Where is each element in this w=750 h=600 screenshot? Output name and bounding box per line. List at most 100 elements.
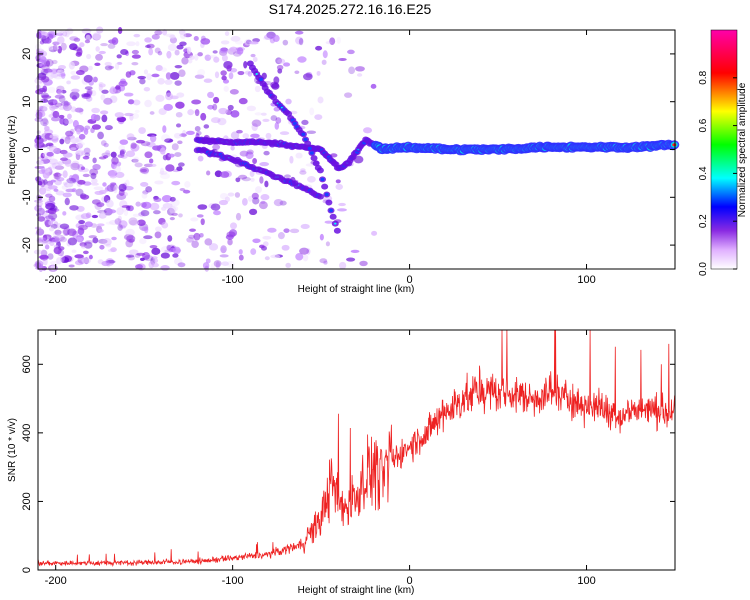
spectrogram-noise-blob	[230, 131, 240, 140]
spectrogram-noise-blob	[260, 200, 266, 205]
spectrogram-noise-blob	[70, 75, 81, 80]
spectrogram-noise-blob	[61, 185, 68, 190]
spectrogram-noise-blob	[140, 168, 148, 173]
spectrogram-noise-blob	[181, 56, 189, 65]
spectrogram-noise-blob	[60, 256, 70, 264]
spectrogram-noise-blob	[120, 48, 129, 55]
spectrogram-noise-blob	[59, 138, 65, 145]
spectrogram-noise-blob	[77, 179, 86, 185]
spectrogram-noise-blob	[161, 206, 167, 211]
spectrogram-noise-blob	[244, 39, 252, 46]
spectrogram-noise-blob	[294, 30, 304, 35]
spectrogram-noise-blob	[39, 55, 46, 60]
spectrogram-noise-blob	[295, 36, 304, 45]
spectrogram-track-mark	[316, 167, 324, 174]
spectrogram-noise-blob	[213, 56, 220, 63]
spectrogram-noise-blob	[200, 218, 205, 226]
spectrogram-noise-blob	[272, 34, 280, 43]
spectrogram-noise-blob	[250, 177, 255, 182]
spectrogram-noise-blob	[136, 139, 146, 144]
spectrogram-noise-blob	[84, 39, 91, 44]
spectrogram-noise-blob	[259, 244, 265, 249]
spectrogram-noise-blob	[104, 61, 112, 67]
spectrogram-noise-blob	[86, 53, 92, 60]
spectrogram-noise-blob	[111, 156, 119, 165]
spectrogram-noise-blob	[129, 219, 139, 227]
spectrogram-noise-blob	[103, 142, 109, 148]
snr-x-ticks: -200 -100 0 100	[45, 330, 596, 587]
spectrogram-noise-blob	[56, 85, 65, 93]
spectrogram-noise-blob	[64, 136, 71, 145]
spectrogram-noise-blob	[277, 232, 285, 240]
spectrogram-noise-blob	[244, 70, 251, 75]
spectrogram-noise-blob	[250, 133, 260, 139]
spectrogram-noise-blob	[39, 63, 48, 68]
spectrogram-noise-blob	[62, 119, 69, 126]
spectrogram-noise-blob	[188, 58, 193, 64]
spectrogram-noise-blob	[133, 33, 141, 38]
spectrogram-track-mark	[325, 199, 333, 206]
spectrogram-noise-blob	[160, 167, 165, 175]
spectrogram-noise-blob	[108, 65, 115, 69]
spectrogram-noise-blob	[196, 214, 204, 218]
spectrogram-noise-blob	[161, 221, 169, 229]
spectrogram-noise-blob	[141, 192, 148, 199]
spectrogram-noise-blob	[143, 86, 151, 92]
spectrogram-noise-blob	[252, 157, 257, 165]
spectrogram-noise-blob	[114, 62, 120, 70]
spectrogram-noise-blob	[221, 54, 228, 62]
spectrogram-noise-blob	[263, 34, 274, 40]
spectrogram-noise-blob	[99, 244, 105, 250]
spectrogram-noise-blob	[302, 254, 309, 262]
spectrogram-noise-blob	[61, 89, 67, 94]
spectrogram-noise-blob	[42, 117, 48, 125]
spectrogram-noise-blob	[165, 164, 175, 172]
spectrogram-noise-blob	[48, 143, 54, 148]
spectrogram-noise-blob	[215, 261, 221, 269]
spectrogram-noise-blob	[107, 43, 116, 49]
spectrogram-noise-blob	[143, 69, 149, 75]
snr-x-tick-label: -100	[222, 575, 244, 587]
spectrogram-noise-blob	[171, 212, 178, 216]
spectrogram-noise-blob	[347, 49, 355, 55]
spectrogram-noise-blob	[194, 108, 200, 117]
spectrogram-x-tick-label: 100	[577, 274, 595, 286]
spectrogram-noise-blob	[98, 189, 107, 195]
spectrogram-noise-blob	[139, 257, 145, 262]
spectrogram-noise-blob	[104, 124, 111, 129]
snr-y-label: SNR (10 * v/v)	[7, 418, 18, 482]
spectrogram-noise-blob	[169, 206, 177, 214]
spectrogram-noise-blob	[176, 92, 185, 98]
spectrogram-noise-blob	[107, 170, 118, 177]
spectrogram-noise-blob	[263, 241, 269, 247]
spectrogram-noise-blob	[47, 185, 58, 190]
spectrogram-noise-blob	[36, 207, 45, 216]
spectrogram-noise-blob	[136, 252, 146, 256]
spectrogram-noise-blob	[83, 147, 91, 155]
spectrogram-noise-blob	[162, 125, 167, 133]
spectrogram-noise-blob	[319, 258, 328, 264]
spectrogram-noise-blob	[126, 234, 136, 243]
spectrogram-noise-blob	[81, 27, 92, 34]
spectrogram-noise-blob	[160, 252, 170, 259]
spectrogram-noise-blob	[79, 242, 87, 247]
spectrogram-noise-blob	[97, 131, 104, 140]
spectrogram-noise-blob	[122, 207, 127, 212]
spectrogram-noise-blob	[123, 209, 129, 216]
snr-y-tick-label: 600	[21, 355, 33, 373]
spectrogram-noise-blob	[348, 66, 356, 75]
spectrogram-noise-blob	[53, 246, 62, 255]
spectrogram-noise-blob	[218, 199, 229, 206]
snr-x-tick-label: 100	[577, 575, 595, 587]
spectrogram-noise-blob	[163, 103, 173, 111]
spectrogram-noise-blob	[40, 249, 46, 257]
spectrogram-noise-blob	[270, 254, 281, 259]
spectrogram-noise-blob	[80, 166, 86, 171]
spectrogram-noise-blob	[69, 43, 78, 51]
spectrogram-noise-blob	[47, 86, 56, 94]
spectrogram-noise-blob	[265, 132, 272, 139]
spectrogram-noise-blob	[91, 107, 100, 114]
spectrogram-noise-blob	[144, 37, 152, 43]
spectrogram-noise-blob	[45, 142, 54, 147]
spectrogram-noise-blob	[35, 134, 42, 140]
